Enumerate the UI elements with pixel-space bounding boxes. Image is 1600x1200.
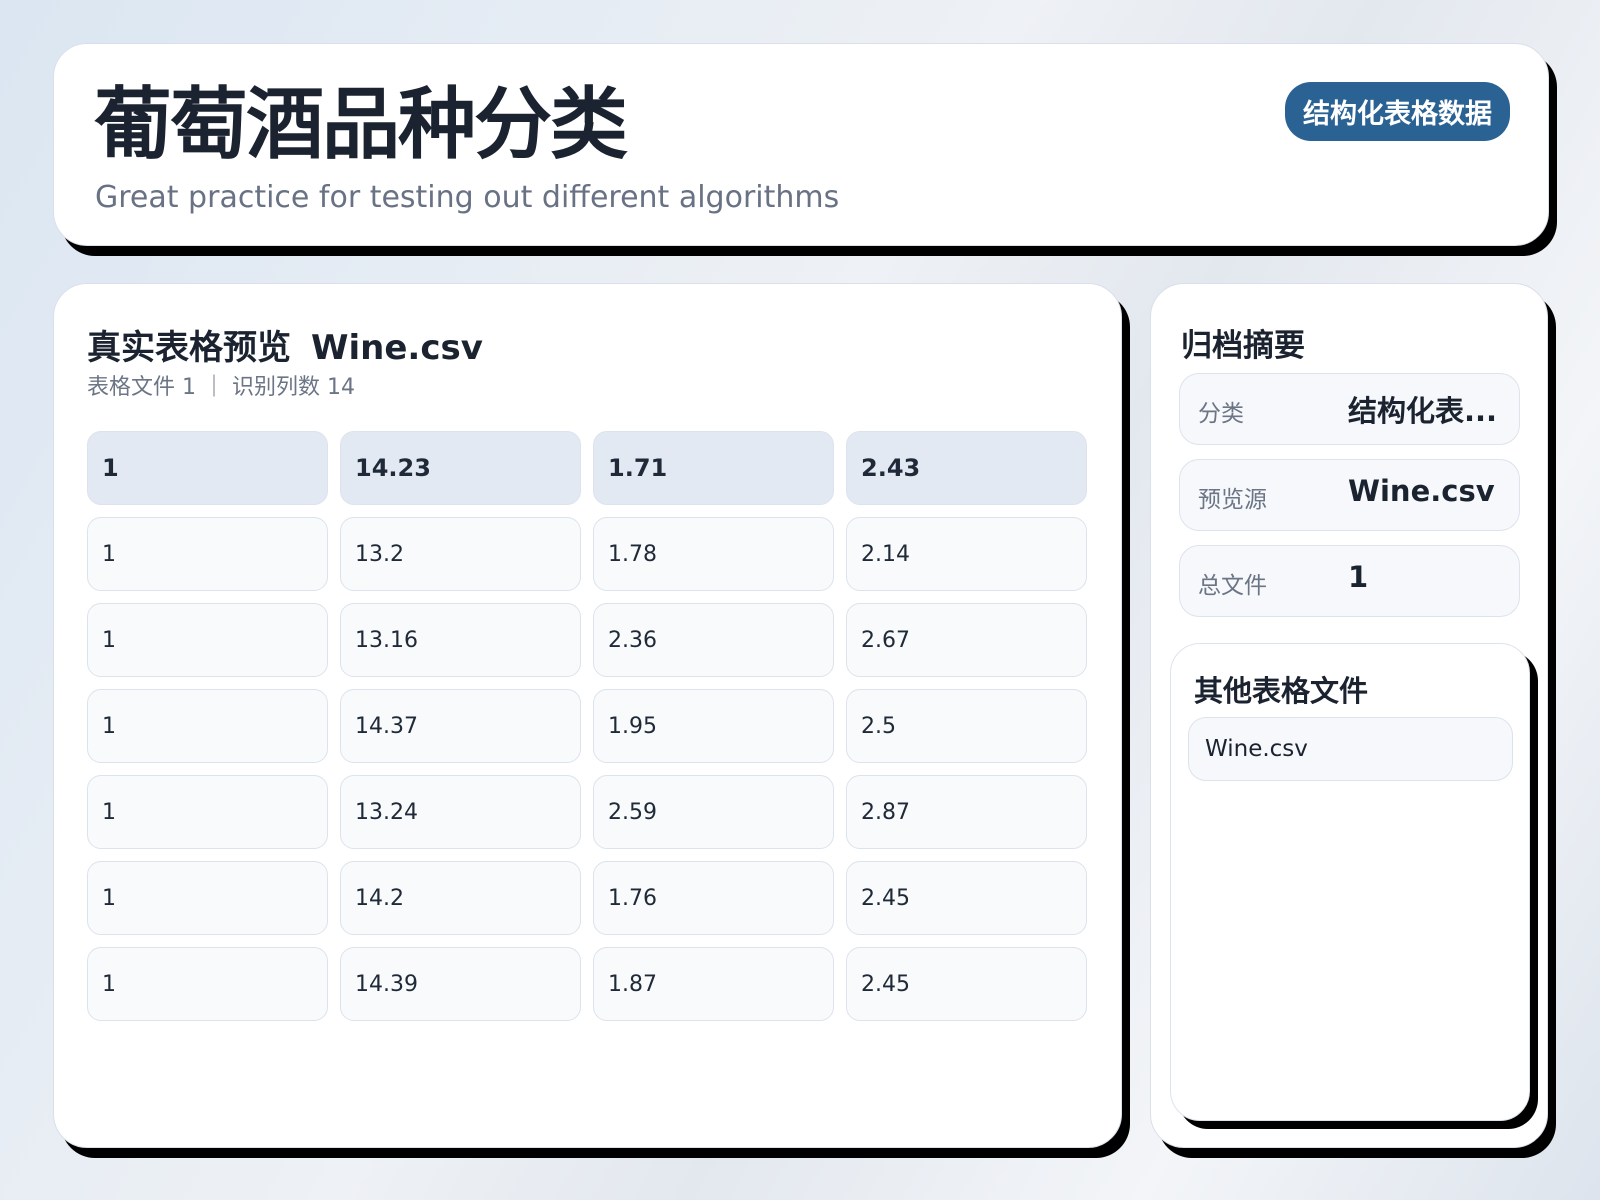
summary-label: 预览源 [1198, 487, 1267, 513]
preview-filename: Wine.csv [311, 328, 483, 368]
table-cell: 1 [87, 947, 328, 1021]
table-cell: 2.5 [846, 689, 1087, 763]
other-files-panel: 其他表格文件 Wine.csv [1170, 643, 1530, 1121]
summary-value: 1 [1348, 560, 1369, 594]
header-card: 葡萄酒品种分类 Great practice for testing out d… [53, 43, 1549, 246]
table-header-cell: 2.43 [846, 431, 1087, 505]
preview-meta: 表格文件 1 ｜ 识别列数 14 [87, 375, 355, 400]
summary-title: 归档摘要 [1181, 328, 1305, 364]
table-cell: 2.36 [593, 603, 834, 677]
table-header-cell: 1 [87, 431, 328, 505]
table-header-cell: 1.71 [593, 431, 834, 505]
table-cell: 2.87 [846, 775, 1087, 849]
table-preview-card: 真实表格预览 Wine.csv 表格文件 1 ｜ 识别列数 14 1 14.23 1.… [53, 283, 1122, 1148]
table-cell: 1.76 [593, 861, 834, 935]
summary-item-total: 总文件 1 [1179, 545, 1520, 617]
page-subtitle: Great practice for testing out different… [95, 180, 840, 215]
table-cell: 14.2 [340, 861, 581, 935]
summary-card: 归档摘要 分类 结构化表... 预览源 Wine.csv 总文件 1 其他表格文件 W… [1150, 283, 1548, 1148]
table-cell: 1 [87, 861, 328, 935]
preview-heading: 真实表格预览 [87, 328, 291, 368]
table-cell: 2.14 [846, 517, 1087, 591]
table-cell: 2.45 [846, 947, 1087, 1021]
page-title: 葡萄酒品种分类 [94, 80, 628, 170]
table-cell: 2.67 [846, 603, 1087, 677]
table-cell: 1 [87, 517, 328, 591]
file-item[interactable]: Wine.csv [1188, 717, 1513, 781]
table-cell: 13.24 [340, 775, 581, 849]
other-files-title: 其他表格文件 [1194, 674, 1369, 708]
preview-title: 真实表格预览 Wine.csv [87, 320, 503, 369]
table-cell: 1.78 [593, 517, 834, 591]
table-cell: 14.39 [340, 947, 581, 1021]
category-badge: 结构化表格数据 [1285, 82, 1510, 141]
table-grid: 1 14.23 1.71 2.43 1 13.2 1.78 2.14 1 13.16 2.36 2.6… [87, 431, 1087, 1021]
summary-value: Wine.csv [1348, 474, 1495, 508]
table-cell: 14.37 [340, 689, 581, 763]
summary-item-category: 分类 结构化表... [1179, 373, 1520, 445]
table-cell: 13.16 [340, 603, 581, 677]
summary-item-source: 预览源 Wine.csv [1179, 459, 1520, 531]
summary-label: 总文件 [1198, 573, 1267, 599]
table-cell: 1 [87, 603, 328, 677]
table-cell: 2.59 [593, 775, 834, 849]
table-cell: 1 [87, 689, 328, 763]
table-header-cell: 14.23 [340, 431, 581, 505]
table-cell: 1.95 [593, 689, 834, 763]
summary-label: 分类 [1198, 401, 1244, 427]
table-cell: 13.2 [340, 517, 581, 591]
table-cell: 1 [87, 775, 328, 849]
summary-value: 结构化表... [1348, 394, 1498, 428]
table-cell: 2.45 [846, 861, 1087, 935]
table-cell: 1.87 [593, 947, 834, 1021]
